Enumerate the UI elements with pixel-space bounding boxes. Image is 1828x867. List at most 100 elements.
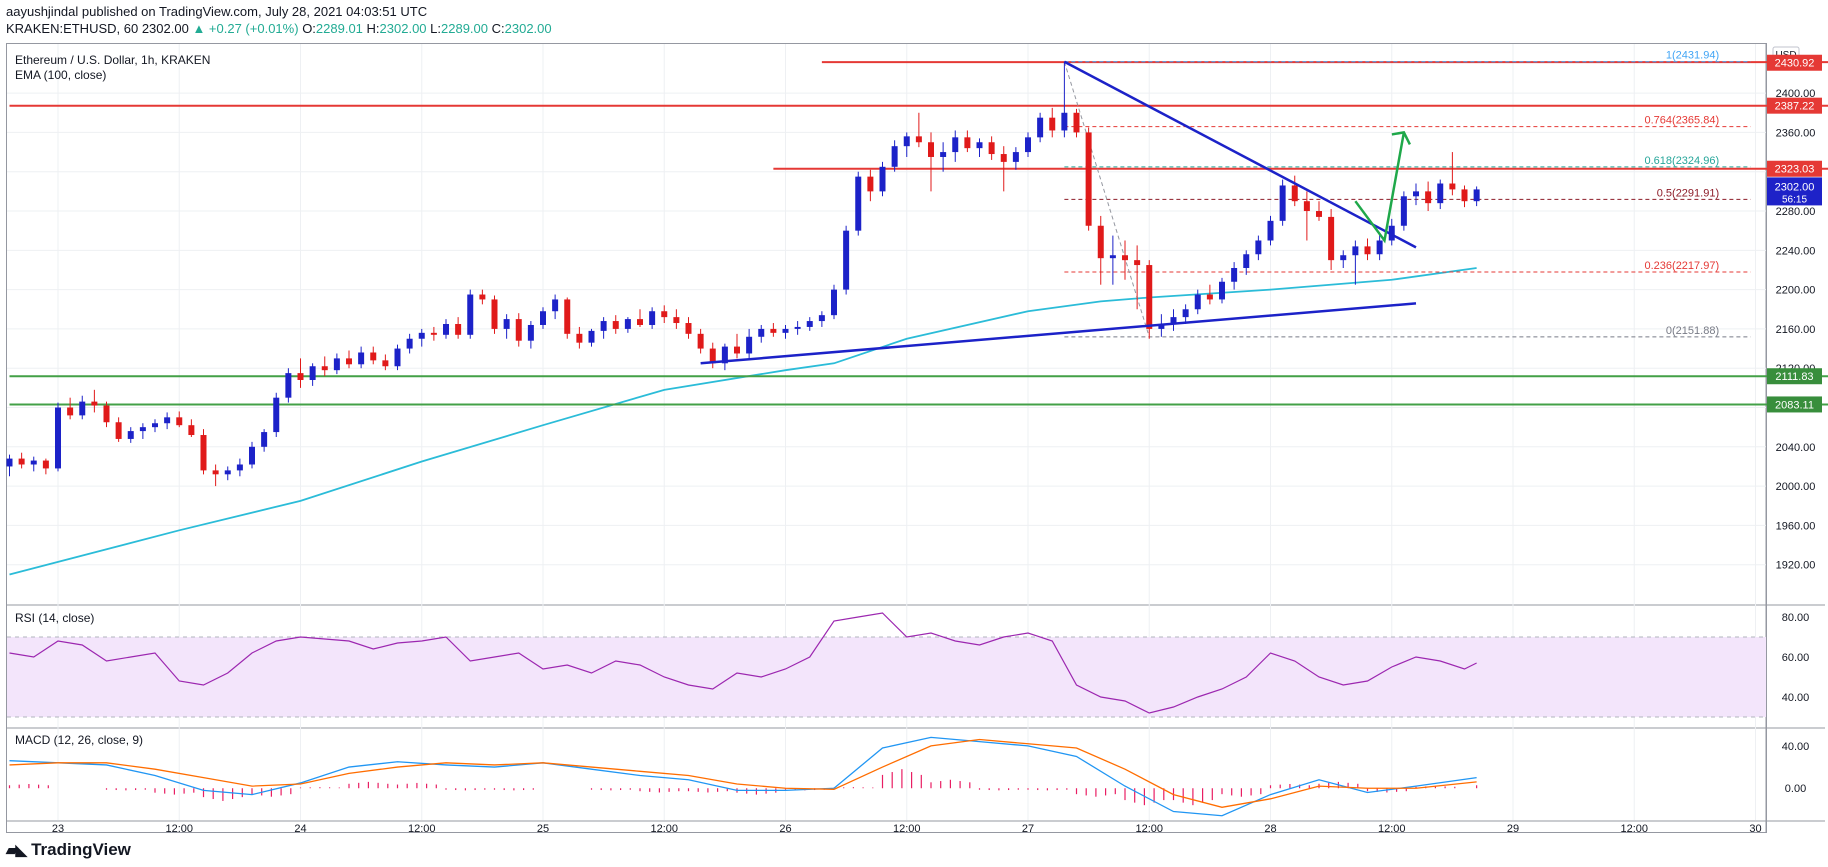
high-label: H: [366,21,380,36]
time-axis-tick-label: 25 [537,823,549,835]
rsi-band [7,637,1766,717]
low-label: L: [430,21,442,36]
candle-body [794,326,801,329]
price-axis-box [1767,160,1822,177]
current-price-label: 2302.00 [1775,181,1815,193]
candle-body [903,136,910,147]
candle-body [1473,189,1480,202]
candle-body [236,464,243,471]
time-axis-tick-label: 26 [779,823,791,835]
candle-body [1061,112,1068,131]
tradingview-logo-icon: ▰◣ [6,842,27,859]
candle-body [358,352,365,365]
candle-body [1328,216,1335,261]
price-axis-box-label: 2387.22 [1775,101,1815,113]
fib-level-label: 0.5(2291.91) [1657,187,1719,199]
candle-body [552,299,559,312]
candle-body [1134,260,1141,266]
time-axis-tick-label: 30 [1749,823,1761,835]
candle-body [964,137,971,149]
candle-body [1182,309,1189,318]
candle-body [661,311,668,318]
tradingview-brand[interactable]: ▰◣ TradingView [6,840,131,860]
candle-body [843,230,850,290]
price-axis-tick-label: 1960.00 [1776,520,1816,532]
candle-body [600,321,607,331]
trendline [1063,60,1417,249]
candle-body [55,407,61,469]
candle-body [139,427,146,432]
close-label: C: [491,21,505,36]
candle-body [30,460,37,465]
candle-body [1231,268,1238,282]
ema-line [9,267,1477,576]
open-label: O: [302,21,316,36]
candle-body [1170,317,1177,324]
candle-body [115,422,122,439]
candle-body [1425,191,1432,204]
price-axis-tick-label: 2160.00 [1776,324,1816,336]
candle-body [564,299,571,334]
candle-body [503,319,510,329]
fib-level-label: 0(2151.88) [1666,325,1719,337]
macd-line [9,736,1477,817]
fib-level-label: 1(2431.94) [1666,50,1719,62]
candle-body [467,294,474,335]
candle-body [1109,255,1116,259]
candle-body [1122,255,1128,261]
macd-axis-tick-label: 0.00 [1785,783,1806,795]
candle-body [806,321,813,327]
candle-body [176,417,183,426]
publisher-line: aayushjindal published on TradingView.co… [6,4,427,19]
time-axis-tick-label: 12:00 [408,823,436,835]
candle-body [1364,246,1371,255]
candle-body [212,470,219,475]
candle-body [6,458,13,467]
high-value: 2302.00 [379,21,427,36]
candle-body [770,328,777,333]
publisher-text: aayushjindal published on TradingView.co… [6,4,428,19]
candle-body [285,373,292,398]
candle-body [1303,201,1310,212]
candle-body [624,319,631,329]
time-axis-tick-label: 28 [1264,823,1276,835]
candle-body [867,176,874,192]
candle-body [1158,324,1165,329]
signal-line [9,738,1477,808]
candle-body [406,338,413,349]
fib-level-label: 0.764(2365.84) [1645,115,1720,127]
fib-level-label: 0.236(2217.97) [1645,260,1720,272]
current-price-tag [1767,177,1822,206]
candle-body [1461,189,1468,202]
candle-body [1400,196,1407,226]
price-axis-tick-label: 1920.00 [1776,560,1816,572]
candle-body [418,332,425,339]
price-axis-tick-label: 2200.00 [1776,285,1816,297]
candle-body [1388,225,1395,241]
candle-body [818,315,825,322]
candle-body [67,407,74,416]
time-axis-tick-label: 23 [52,823,64,835]
candle-body [164,417,171,424]
candle-body [249,446,255,465]
candle-body [42,460,49,469]
candle-body [370,352,377,361]
price-axis-box-label: 2083.11 [1775,399,1814,411]
candle-body [91,401,98,406]
candle-body [1413,191,1419,197]
candle-body [152,423,158,428]
trendline [700,302,1417,365]
rsi-axis-tick-label: 80.00 [1782,612,1810,624]
macd-pane-title: MACD (12, 26, close, 9) [15,733,143,747]
candle-body [443,324,449,335]
rsi-axis-tick-label: 60.00 [1782,652,1810,664]
low-value: 2289.00 [441,21,489,36]
candle-body [455,324,462,335]
time-axis-tick-label: 29 [1507,823,1519,835]
candle-body [1267,220,1274,241]
fib-anchor-line [1063,61,1150,338]
candle-body [1437,183,1444,204]
price-axis-box-label: 2111.83 [1775,371,1813,383]
candle-body [976,142,983,149]
